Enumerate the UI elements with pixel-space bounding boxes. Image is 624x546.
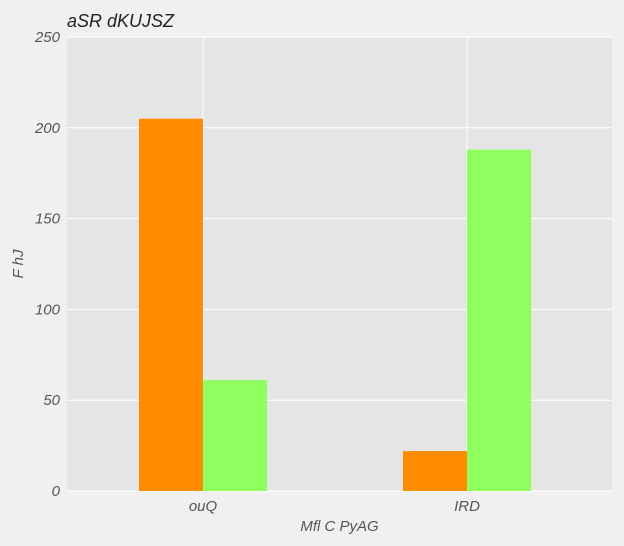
chart-title: aSR dKUJSZ — [67, 11, 175, 31]
y-tick-label: 100 — [35, 301, 61, 318]
y-tick-label: 150 — [35, 211, 61, 228]
bar-series-1-IRD — [403, 451, 467, 491]
x-tick-label: IRD — [454, 498, 480, 515]
bar-series-2-ouQ — [203, 380, 267, 491]
y-tick-label: 250 — [34, 29, 61, 46]
tick-labels: 0 50 100 150 200 250 ouQ IRD — [34, 29, 480, 515]
x-axis-label: Mfl C PyAG — [300, 518, 379, 535]
y-tick-label: 50 — [43, 392, 60, 409]
y-tick-label: 0 — [52, 483, 61, 500]
bar-series-2-IRD — [467, 149, 531, 492]
bars — [139, 118, 531, 492]
bar-series-1-ouQ — [139, 118, 203, 491]
y-tick-label: 200 — [34, 120, 61, 137]
y-axis-label: F hJ — [10, 249, 27, 278]
x-tick-label: ouQ — [189, 498, 218, 515]
